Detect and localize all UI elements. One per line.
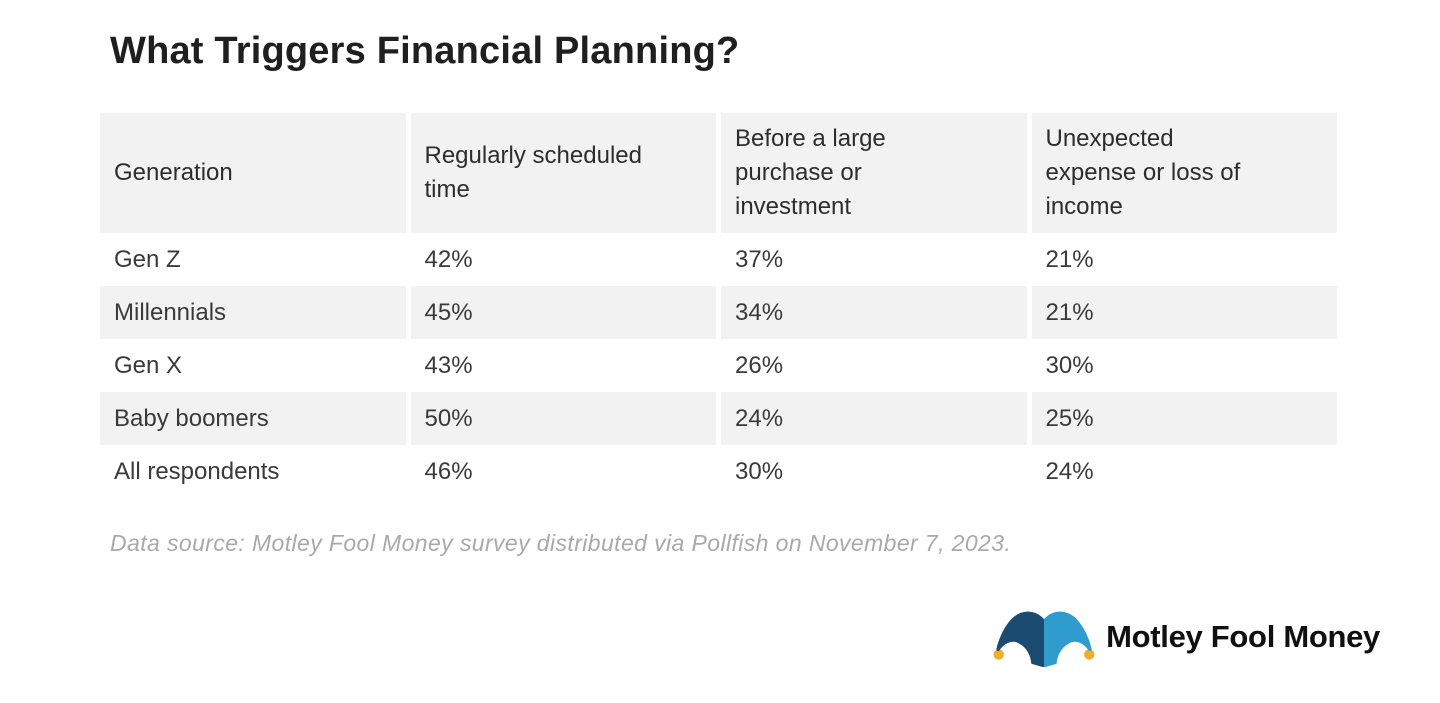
row-label: Gen Z bbox=[114, 245, 181, 273]
table-cell: 34% bbox=[721, 286, 1027, 339]
table-row: Millennials 45% 34% 21% bbox=[100, 286, 1337, 339]
table-cell: 45% bbox=[410, 286, 716, 339]
table-row: Baby boomers 50% 24% 25% bbox=[100, 392, 1337, 445]
table-cell: 24% bbox=[1045, 457, 1094, 485]
jester-hat-right-lobe bbox=[1044, 611, 1092, 667]
table-cell: 37% bbox=[735, 245, 784, 273]
table-cell: 46% bbox=[424, 457, 473, 485]
table-row: All respondents 46% 30% 24% bbox=[100, 445, 1337, 498]
table-cell: 30% bbox=[735, 457, 784, 485]
column-header-regularly-scheduled: Regularly scheduled time bbox=[410, 113, 716, 233]
column-header-before-purchase: Before a large purchase or investment bbox=[721, 113, 1027, 233]
data-table: Generation Regularly scheduled time Befo… bbox=[100, 113, 1337, 498]
jester-bell-left bbox=[993, 649, 1004, 660]
column-header-label: Regularly scheduled time bbox=[424, 142, 642, 203]
table-row: Gen X 43% 26% 30% bbox=[100, 339, 1337, 392]
jester-hat-icon bbox=[993, 611, 1095, 667]
brand-logo-text: Motley Fool Money bbox=[1106, 619, 1380, 654]
row-label: Gen X bbox=[114, 351, 183, 379]
table-cell: 30% bbox=[1045, 351, 1094, 379]
row-label: Baby boomers bbox=[100, 392, 406, 445]
row-label: Millennials bbox=[100, 286, 406, 339]
column-header-label: Unexpected expense or loss of income bbox=[1045, 125, 1241, 220]
table-row: Gen Z 42% 37% 21% bbox=[100, 233, 1337, 286]
table-cell: 21% bbox=[1031, 286, 1337, 339]
page-title: What Triggers Financial Planning? bbox=[110, 30, 740, 72]
table-cell: 42% bbox=[424, 245, 473, 273]
data-source-note: Data source: Motley Fool Money survey di… bbox=[110, 530, 1012, 556]
column-header-generation: Generation bbox=[100, 113, 406, 233]
jester-bell-right bbox=[1084, 649, 1095, 660]
table-header-row: Generation Regularly scheduled time Befo… bbox=[100, 113, 1337, 233]
table-cell: 24% bbox=[721, 392, 1027, 445]
column-header-label: Generation bbox=[114, 159, 233, 186]
column-header-label: Before a large purchase or investment bbox=[735, 125, 886, 220]
table-cell: 25% bbox=[1031, 392, 1337, 445]
table-cell: 43% bbox=[424, 351, 473, 379]
table-cell: 26% bbox=[735, 351, 784, 379]
brand-logo: Motley Fool Money bbox=[992, 604, 1380, 670]
table-cell: 21% bbox=[1045, 245, 1094, 273]
column-header-unexpected-expense: Unexpected expense or loss of income bbox=[1031, 113, 1337, 233]
table-cell: 50% bbox=[410, 392, 716, 445]
jester-hat-left-lobe bbox=[996, 611, 1045, 667]
row-label: All respondents bbox=[114, 457, 280, 485]
